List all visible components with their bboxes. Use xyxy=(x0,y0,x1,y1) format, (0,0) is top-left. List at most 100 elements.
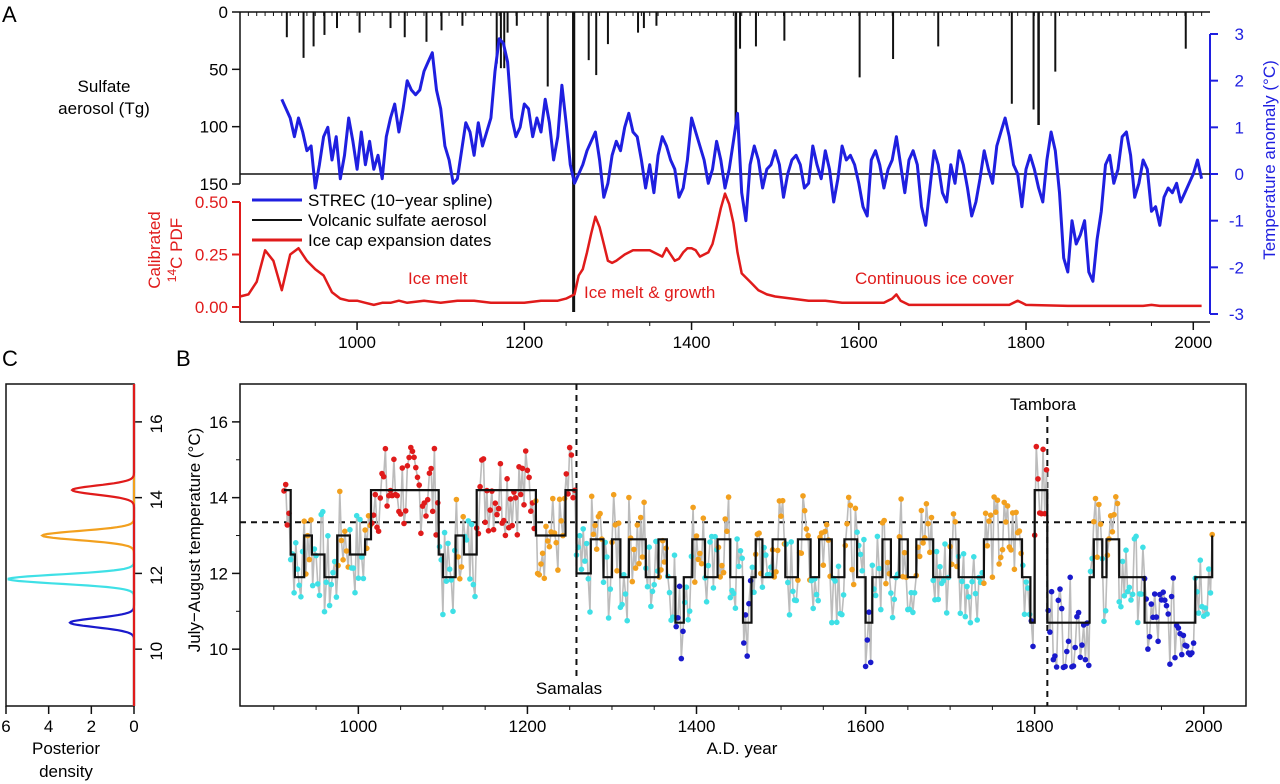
annual-point xyxy=(328,581,335,588)
annual-point xyxy=(512,495,519,501)
annual-point xyxy=(340,557,346,563)
annual-point xyxy=(338,537,345,544)
annual-point xyxy=(539,550,546,557)
sulfate-ytick-label: 150 xyxy=(200,175,228,194)
annual-point xyxy=(779,497,786,504)
annual-point xyxy=(1111,511,1117,518)
annual-point xyxy=(450,608,456,615)
annual-point xyxy=(844,521,850,527)
annual-point xyxy=(712,533,718,540)
panel-b-frame xyxy=(239,383,1247,707)
annual-point xyxy=(994,497,1001,504)
annual-point xyxy=(1097,521,1104,527)
annual-point xyxy=(759,584,766,590)
annual-point xyxy=(942,541,948,547)
annual-point xyxy=(883,580,889,587)
annual-point xyxy=(891,596,898,603)
annual-point xyxy=(1121,593,1128,599)
annual-point xyxy=(918,507,925,514)
annual-point xyxy=(1057,586,1063,592)
annual-point xyxy=(519,465,526,472)
annual-point xyxy=(325,533,331,539)
annual-point xyxy=(1058,605,1065,612)
year-tick-label-a: 1800 xyxy=(1007,333,1045,352)
panel-label-a: A xyxy=(2,2,17,27)
annual-point xyxy=(732,605,739,611)
annual-point xyxy=(967,619,974,626)
annual-point xyxy=(1128,597,1134,603)
annual-point xyxy=(1077,654,1084,661)
annual-point xyxy=(940,578,947,584)
annual-point xyxy=(707,539,713,545)
annual-point xyxy=(1001,499,1007,506)
annual-point xyxy=(626,494,632,501)
annual-point xyxy=(722,516,728,522)
annual-point xyxy=(923,501,930,507)
annual-point xyxy=(477,483,483,490)
annual-point xyxy=(693,533,700,539)
annual-point xyxy=(580,526,586,532)
annual-point xyxy=(916,553,923,560)
annual-point xyxy=(1146,633,1153,640)
annual-point xyxy=(350,565,357,571)
annual-point xyxy=(859,568,865,574)
annual-point xyxy=(298,594,304,600)
annual-point xyxy=(734,536,740,542)
annual-point xyxy=(1047,629,1053,635)
temp-anomaly-ytick-label: 0 xyxy=(1235,165,1244,184)
annual-point xyxy=(705,562,712,569)
c-ytick-label: 10 xyxy=(147,642,166,661)
annual-point xyxy=(981,580,987,587)
annual-point xyxy=(1119,558,1126,565)
annual-point xyxy=(343,548,350,554)
annual-point xyxy=(854,529,860,535)
annual-point xyxy=(541,575,548,582)
annual-point xyxy=(795,577,801,583)
annual-point xyxy=(426,470,433,477)
annual-point xyxy=(1016,528,1023,534)
annual-point xyxy=(1124,588,1131,595)
annual-point xyxy=(697,550,703,557)
annual-point xyxy=(550,495,556,502)
temp-anomaly-ytick-label: 1 xyxy=(1235,118,1244,137)
annual-point xyxy=(834,619,840,626)
annual-point xyxy=(666,589,673,596)
annual-point xyxy=(822,528,828,535)
annual-point xyxy=(1072,644,1078,651)
annual-point xyxy=(849,566,855,573)
annual-point xyxy=(326,602,333,609)
annual-point xyxy=(730,590,737,597)
annual-point xyxy=(414,474,421,481)
annual-point xyxy=(710,585,717,591)
legend-label-strec: STREC (10−year spline) xyxy=(308,191,493,210)
annual-point xyxy=(774,547,781,554)
annual-point xyxy=(703,599,710,605)
annual-point xyxy=(404,463,411,469)
annual-point xyxy=(930,577,936,584)
annual-point xyxy=(933,548,940,555)
c-xtick-label: 0 xyxy=(129,717,138,736)
pdf-ylabel-rest: C PDF xyxy=(167,218,186,269)
annual-point xyxy=(526,474,532,481)
temp-anomaly-ytick-label: -1 xyxy=(1229,212,1244,231)
annual-point xyxy=(301,518,308,524)
annual-point xyxy=(857,551,864,558)
pdf-ylabel-line2: 14C PDF xyxy=(165,218,186,282)
annual-point xyxy=(632,565,639,571)
annual-point xyxy=(566,444,573,451)
annual-point xyxy=(416,482,423,488)
annual-point xyxy=(987,512,994,518)
c-xtick-label: 6 xyxy=(1,717,10,736)
annual-point xyxy=(869,562,876,569)
annual-point xyxy=(673,623,679,630)
annual-point xyxy=(406,454,412,461)
annual-point xyxy=(847,502,854,509)
annual-point xyxy=(925,520,931,527)
temp-anomaly-ytick-label: 2 xyxy=(1235,72,1244,91)
annual-point xyxy=(874,533,881,540)
annual-point xyxy=(773,569,779,575)
panel-b-xlabel: A.D. year xyxy=(707,739,778,758)
annual-point xyxy=(959,578,965,585)
pdf-ylabel-sup: 14 xyxy=(165,269,179,283)
annual-point xyxy=(920,540,926,546)
